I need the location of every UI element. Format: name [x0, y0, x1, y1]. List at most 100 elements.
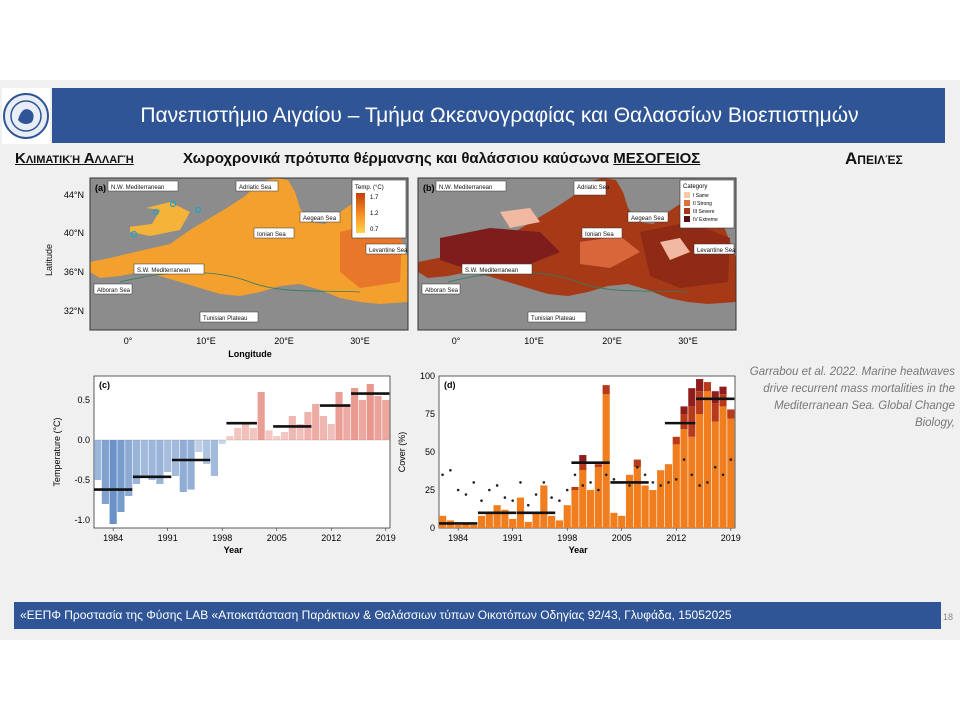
region-label: Aegean Sea	[303, 216, 337, 222]
data-point	[682, 458, 686, 461]
legend-item: II Strong	[693, 201, 712, 207]
data-point	[480, 499, 483, 502]
bar	[470, 524, 478, 528]
y-tick-label: 75	[425, 409, 435, 419]
legend-category: Category I Same II Strong III Severe IV …	[679, 179, 735, 229]
bar	[587, 490, 595, 528]
bar	[571, 486, 579, 490]
y-tick-label: 0.0	[77, 435, 90, 445]
y-axis-label: Temperature (°C)	[52, 417, 62, 486]
data-point	[511, 499, 514, 502]
data-point	[519, 481, 522, 484]
bar	[633, 459, 641, 468]
legend-item: III Severe	[693, 209, 715, 215]
bar	[439, 515, 447, 528]
bar	[327, 424, 335, 440]
data-point	[472, 481, 476, 484]
bar	[680, 429, 688, 528]
bar	[195, 440, 203, 452]
lon-tick: 20°E	[602, 336, 622, 346]
region-label: S.W. Mediterranean	[137, 268, 190, 274]
data-point	[581, 484, 585, 487]
bar	[454, 524, 462, 528]
data-point	[659, 484, 662, 487]
bar	[218, 440, 226, 444]
bar	[94, 440, 102, 480]
heading-subtitle: Χωροχρονικά πρότυπα θέρμανσης και θαλάσσ…	[183, 150, 700, 167]
y-tick-label: 0	[430, 523, 435, 533]
region-label: N.W. Mediterranean	[439, 185, 492, 191]
bar	[719, 386, 727, 395]
data-point	[729, 458, 733, 461]
bar	[625, 474, 634, 528]
bar	[156, 440, 164, 484]
lat-tick: 36°N	[64, 267, 84, 277]
legend-item: IV Extreme	[693, 217, 718, 223]
data-point	[558, 499, 561, 502]
legend-temperature: Temp. (°C) 1.7 1.2 0.7	[351, 179, 407, 239]
lon-tick: 30°E	[350, 336, 370, 346]
x-tick-label: 2005	[612, 533, 632, 543]
chart-temperature: (c) 0.5 0.0 -0.5 -1.0 1984 1991 1998 2005 2012 201…	[52, 375, 396, 555]
bar	[179, 440, 187, 492]
bar	[680, 406, 688, 414]
data-point	[589, 481, 592, 484]
data-point	[706, 481, 709, 484]
bar	[610, 512, 618, 528]
legend-title: Temp. (°C)	[355, 185, 384, 191]
x-tick-label: 2012	[666, 533, 686, 543]
x-tick-label: 2019	[721, 533, 741, 543]
slide-background	[0, 80, 960, 640]
legend-tick: 1.7	[370, 195, 379, 201]
legend-item: I Same	[693, 193, 709, 199]
bar	[703, 382, 712, 392]
lon-tick: 0°	[124, 336, 133, 346]
bar	[273, 436, 281, 440]
x-tick-label: 1991	[158, 533, 178, 543]
bar	[109, 440, 117, 524]
lon-tick: 20°E	[274, 336, 294, 346]
lat-tick: 40°N	[64, 228, 84, 238]
bar	[657, 470, 665, 528]
bar	[319, 416, 328, 440]
x-tick-label: 1984	[103, 533, 123, 543]
bar	[641, 485, 649, 528]
panel-label-a: (a)	[95, 183, 106, 193]
x-tick-label: 2012	[321, 533, 341, 543]
bar	[727, 418, 735, 528]
bar	[501, 509, 509, 528]
bar	[477, 515, 486, 528]
bar	[571, 490, 579, 528]
bar	[719, 406, 727, 528]
panel-label: (d)	[444, 380, 456, 390]
data-point	[550, 496, 553, 499]
bar	[711, 403, 719, 422]
bar	[594, 464, 602, 468]
data-point	[674, 478, 678, 481]
bar	[117, 440, 125, 512]
data-point	[526, 503, 530, 507]
bar	[594, 467, 602, 528]
bar	[727, 409, 735, 419]
data-point	[495, 484, 499, 487]
region-label: Tunisian Plateau	[531, 316, 575, 322]
bar	[366, 384, 374, 440]
heading-subtitle-text: Χωροχρονικά πρότυπα θέρμανσης και θαλάσσ…	[183, 150, 610, 167]
bar	[540, 485, 548, 528]
x-tick-label: 2019	[376, 533, 396, 543]
panel-label-b: (b)	[423, 183, 435, 193]
bar	[563, 505, 571, 528]
bar	[618, 515, 626, 528]
x-tick-label: 1998	[212, 533, 232, 543]
bar	[358, 400, 367, 440]
legend-tick: 1.2	[370, 211, 379, 217]
bar	[171, 440, 180, 476]
data-point	[698, 484, 701, 487]
data-point	[643, 473, 647, 477]
legend-tick: 0.7	[370, 227, 379, 233]
bar	[148, 440, 156, 480]
data-point	[690, 473, 694, 477]
bar	[703, 391, 712, 528]
bar	[555, 520, 564, 528]
y-tick-label: 25	[425, 485, 435, 495]
